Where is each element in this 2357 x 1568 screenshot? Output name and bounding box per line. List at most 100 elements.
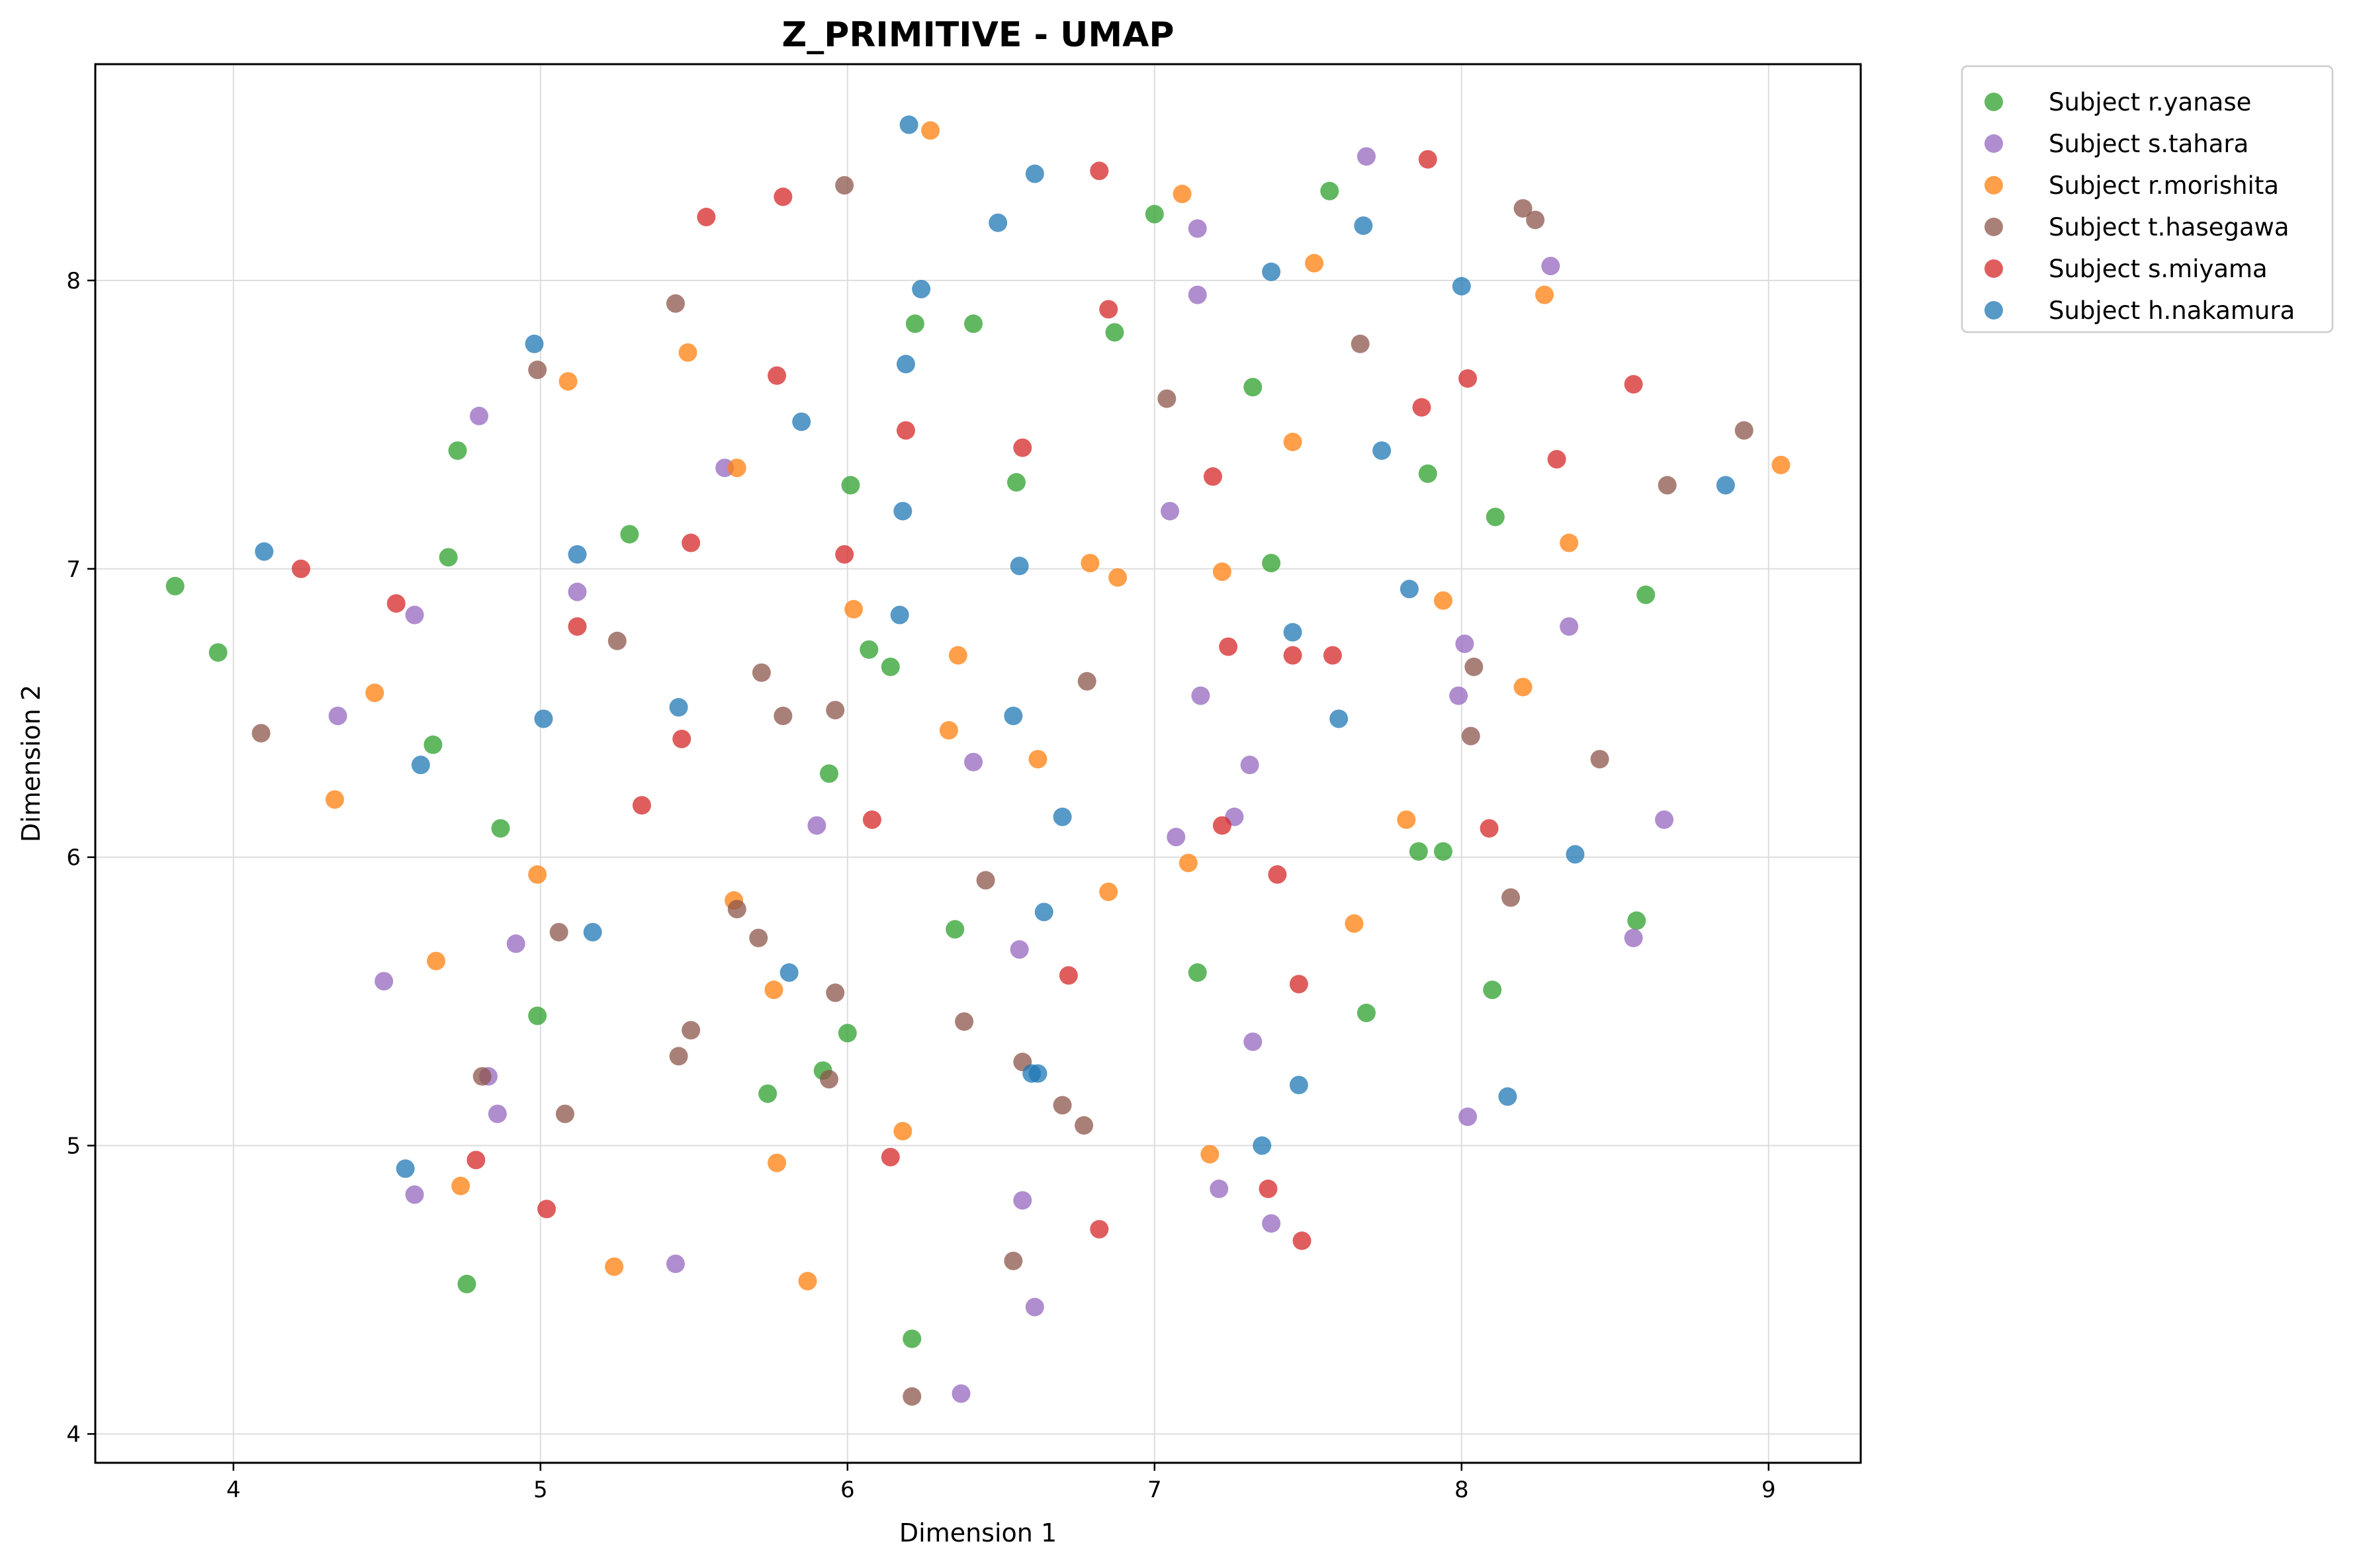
data-point — [439, 548, 458, 567]
series-3 — [251, 176, 1754, 1406]
data-point — [386, 594, 406, 613]
x-tick-label: 7 — [1147, 1477, 1162, 1503]
data-point — [844, 599, 864, 619]
data-point — [1627, 911, 1646, 930]
data-point — [1262, 1214, 1281, 1233]
data-point — [774, 707, 793, 726]
data-point — [568, 582, 587, 601]
data-point — [1200, 1145, 1220, 1164]
legend-label: Subject r.morishita — [2049, 171, 2279, 200]
data-point — [1418, 464, 1437, 483]
y-tick-label: 6 — [66, 845, 81, 871]
data-point — [1513, 677, 1533, 697]
data-point — [451, 1176, 470, 1196]
data-point — [989, 213, 1008, 232]
series-0 — [165, 181, 1656, 1348]
data-point — [921, 121, 940, 140]
legend-marker — [1984, 259, 2003, 278]
plot-frame — [94, 63, 1862, 1464]
data-point — [952, 1384, 971, 1403]
data-point — [1412, 398, 1431, 417]
data-point — [826, 983, 845, 1002]
data-point — [1560, 533, 1579, 552]
data-point — [457, 1274, 476, 1293]
data-point — [427, 951, 446, 971]
data-points — [165, 115, 1791, 1406]
data-point — [697, 208, 716, 227]
data-point — [1372, 441, 1392, 460]
data-point — [819, 1070, 838, 1089]
data-point — [1501, 888, 1521, 907]
axis-ticks: 4 5 6 7 8 9 4 5 6 7 8 — [66, 268, 1775, 1503]
data-point — [1513, 198, 1533, 218]
data-point — [749, 928, 768, 947]
data-point — [1452, 277, 1471, 296]
data-point — [1262, 262, 1281, 281]
data-point — [1305, 253, 1324, 273]
x-tick-label: 9 — [1761, 1477, 1776, 1503]
data-point — [405, 1185, 424, 1204]
data-point — [1053, 1096, 1072, 1115]
data-point — [1240, 756, 1259, 775]
data-point — [669, 698, 688, 717]
data-point — [752, 663, 771, 682]
data-point — [534, 709, 553, 728]
data-point — [1455, 634, 1474, 654]
data-point — [568, 544, 587, 564]
data-point — [1535, 285, 1554, 304]
data-point — [1449, 686, 1468, 705]
data-point — [396, 1159, 415, 1178]
data-point — [405, 605, 424, 625]
data-point — [1283, 432, 1302, 451]
legend-marker — [1984, 93, 2003, 111]
x-tick-label: 4 — [226, 1477, 241, 1503]
data-point — [1173, 185, 1192, 204]
data-point — [672, 729, 691, 748]
data-point — [1458, 1107, 1478, 1126]
data-point — [727, 458, 746, 478]
data-point — [1004, 707, 1023, 726]
data-point — [558, 372, 578, 391]
data-point — [1409, 842, 1428, 861]
data-point — [881, 1147, 900, 1166]
data-point — [1329, 709, 1349, 728]
data-point — [255, 542, 274, 561]
data-point — [1053, 807, 1072, 826]
legend: Subject r.yanase Subject s.tahara Subject … — [1961, 65, 2334, 333]
legend-marker — [1984, 218, 2003, 236]
data-point — [893, 1121, 912, 1141]
data-point — [768, 1153, 787, 1172]
data-point — [1253, 1136, 1272, 1155]
data-point — [912, 279, 931, 298]
data-point — [1433, 842, 1452, 861]
data-point — [939, 720, 958, 740]
data-point — [1655, 810, 1674, 829]
data-point — [1433, 591, 1452, 610]
data-point — [758, 1084, 778, 1104]
data-point — [1219, 637, 1238, 656]
legend-label: Subject t.hasegawa — [2049, 213, 2290, 241]
data-point — [620, 525, 639, 544]
data-point — [903, 1329, 922, 1348]
data-point — [1560, 617, 1579, 636]
data-point — [881, 657, 900, 676]
data-point — [1191, 686, 1210, 705]
data-point — [1464, 657, 1484, 676]
data-point — [1028, 750, 1047, 769]
y-tick-label: 7 — [66, 556, 81, 583]
data-point — [375, 972, 394, 991]
data-point — [1212, 816, 1231, 835]
data-point — [1734, 421, 1754, 440]
data-point — [325, 790, 344, 809]
data-point — [1013, 1191, 1032, 1210]
data-point — [1105, 323, 1124, 342]
data-point — [669, 1047, 688, 1066]
data-point — [1004, 1251, 1023, 1270]
data-point — [506, 934, 525, 953]
x-tick-label: 6 — [840, 1477, 855, 1503]
data-point — [632, 796, 651, 815]
data-point — [774, 187, 793, 206]
data-point — [792, 412, 811, 431]
data-point — [1090, 161, 1109, 181]
data-point — [208, 643, 228, 662]
